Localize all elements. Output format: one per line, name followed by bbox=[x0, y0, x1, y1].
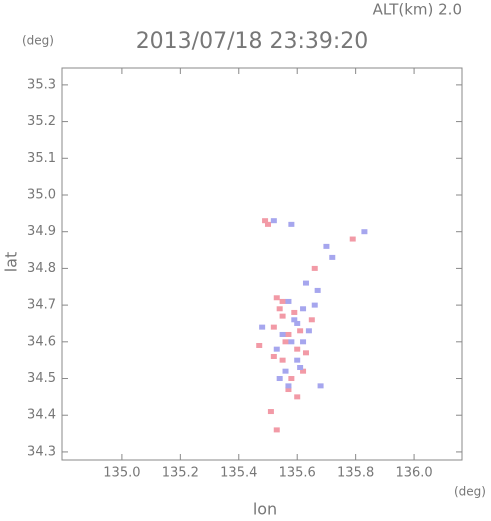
data-point bbox=[302, 350, 309, 356]
x-tick-label: 135.6 bbox=[279, 466, 316, 481]
data-point bbox=[264, 221, 271, 227]
data-point bbox=[300, 368, 307, 374]
y-tick-label: 35.1 bbox=[27, 151, 56, 166]
data-point bbox=[282, 339, 289, 345]
y-tick-label: 34.9 bbox=[27, 224, 56, 239]
data-point bbox=[273, 295, 280, 301]
data-point bbox=[282, 368, 289, 374]
y-tick-label: 34.8 bbox=[27, 261, 56, 276]
data-point bbox=[314, 287, 321, 293]
data-point bbox=[279, 298, 286, 304]
data-point bbox=[285, 298, 292, 304]
x-tick-label: 135.2 bbox=[162, 466, 199, 481]
data-point bbox=[285, 383, 292, 389]
data-point bbox=[294, 320, 301, 326]
data-point bbox=[285, 331, 292, 337]
data-point bbox=[262, 218, 269, 224]
data-point bbox=[288, 221, 295, 227]
data-point bbox=[361, 229, 368, 235]
y-tick-label: 35.3 bbox=[27, 77, 56, 92]
data-point bbox=[297, 365, 304, 371]
data-point bbox=[323, 243, 330, 249]
data-point bbox=[305, 328, 312, 334]
data-point bbox=[270, 324, 277, 330]
y-unit: (deg) bbox=[22, 34, 54, 48]
x-unit: (deg) bbox=[454, 485, 486, 499]
y-axis-label: lat bbox=[2, 252, 21, 273]
subtitle: ALT(km) 2.0 bbox=[373, 1, 462, 19]
data-point bbox=[317, 383, 324, 389]
data-point bbox=[288, 339, 295, 345]
x-tick-label: 135.0 bbox=[103, 466, 140, 481]
data-point bbox=[300, 306, 307, 312]
x-tick-label: 135.4 bbox=[220, 466, 257, 481]
data-point bbox=[273, 346, 280, 352]
data-point bbox=[279, 313, 286, 319]
data-point bbox=[297, 328, 304, 334]
data-point bbox=[288, 376, 295, 382]
data-point bbox=[276, 306, 283, 312]
data-point bbox=[311, 265, 318, 271]
data-point bbox=[285, 387, 292, 393]
y-tick-label: 34.6 bbox=[27, 334, 56, 349]
data-point bbox=[273, 427, 280, 433]
data-point bbox=[300, 339, 307, 345]
data-point bbox=[291, 317, 298, 323]
x-tick-label: 136.0 bbox=[395, 466, 432, 481]
y-tick-label: 34.4 bbox=[27, 408, 56, 423]
data-point bbox=[279, 357, 286, 363]
plot-frame bbox=[61, 67, 463, 461]
data-point bbox=[308, 317, 315, 323]
data-point bbox=[329, 254, 336, 260]
data-point bbox=[270, 218, 277, 224]
x-tick-label: 135.8 bbox=[337, 466, 374, 481]
chart-title: 2013/07/18 23:39:20 bbox=[136, 29, 369, 54]
y-tick-label: 34.5 bbox=[27, 371, 56, 386]
data-point bbox=[294, 394, 301, 400]
data-point bbox=[270, 353, 277, 359]
y-tick-label: 34.3 bbox=[27, 444, 56, 459]
data-point bbox=[294, 357, 301, 363]
data-point bbox=[267, 409, 274, 415]
y-tick-label: 35.2 bbox=[27, 114, 56, 129]
data-point bbox=[291, 309, 298, 315]
data-point bbox=[311, 302, 318, 308]
data-point bbox=[259, 324, 266, 330]
data-point bbox=[276, 376, 283, 382]
data-point bbox=[256, 342, 263, 348]
data-point bbox=[302, 280, 309, 286]
x-axis-label: lon bbox=[253, 500, 277, 519]
y-tick-label: 34.7 bbox=[27, 298, 56, 313]
y-tick-label: 35.0 bbox=[27, 187, 56, 202]
data-point bbox=[349, 236, 356, 242]
data-point bbox=[294, 346, 301, 352]
data-point bbox=[279, 331, 286, 337]
